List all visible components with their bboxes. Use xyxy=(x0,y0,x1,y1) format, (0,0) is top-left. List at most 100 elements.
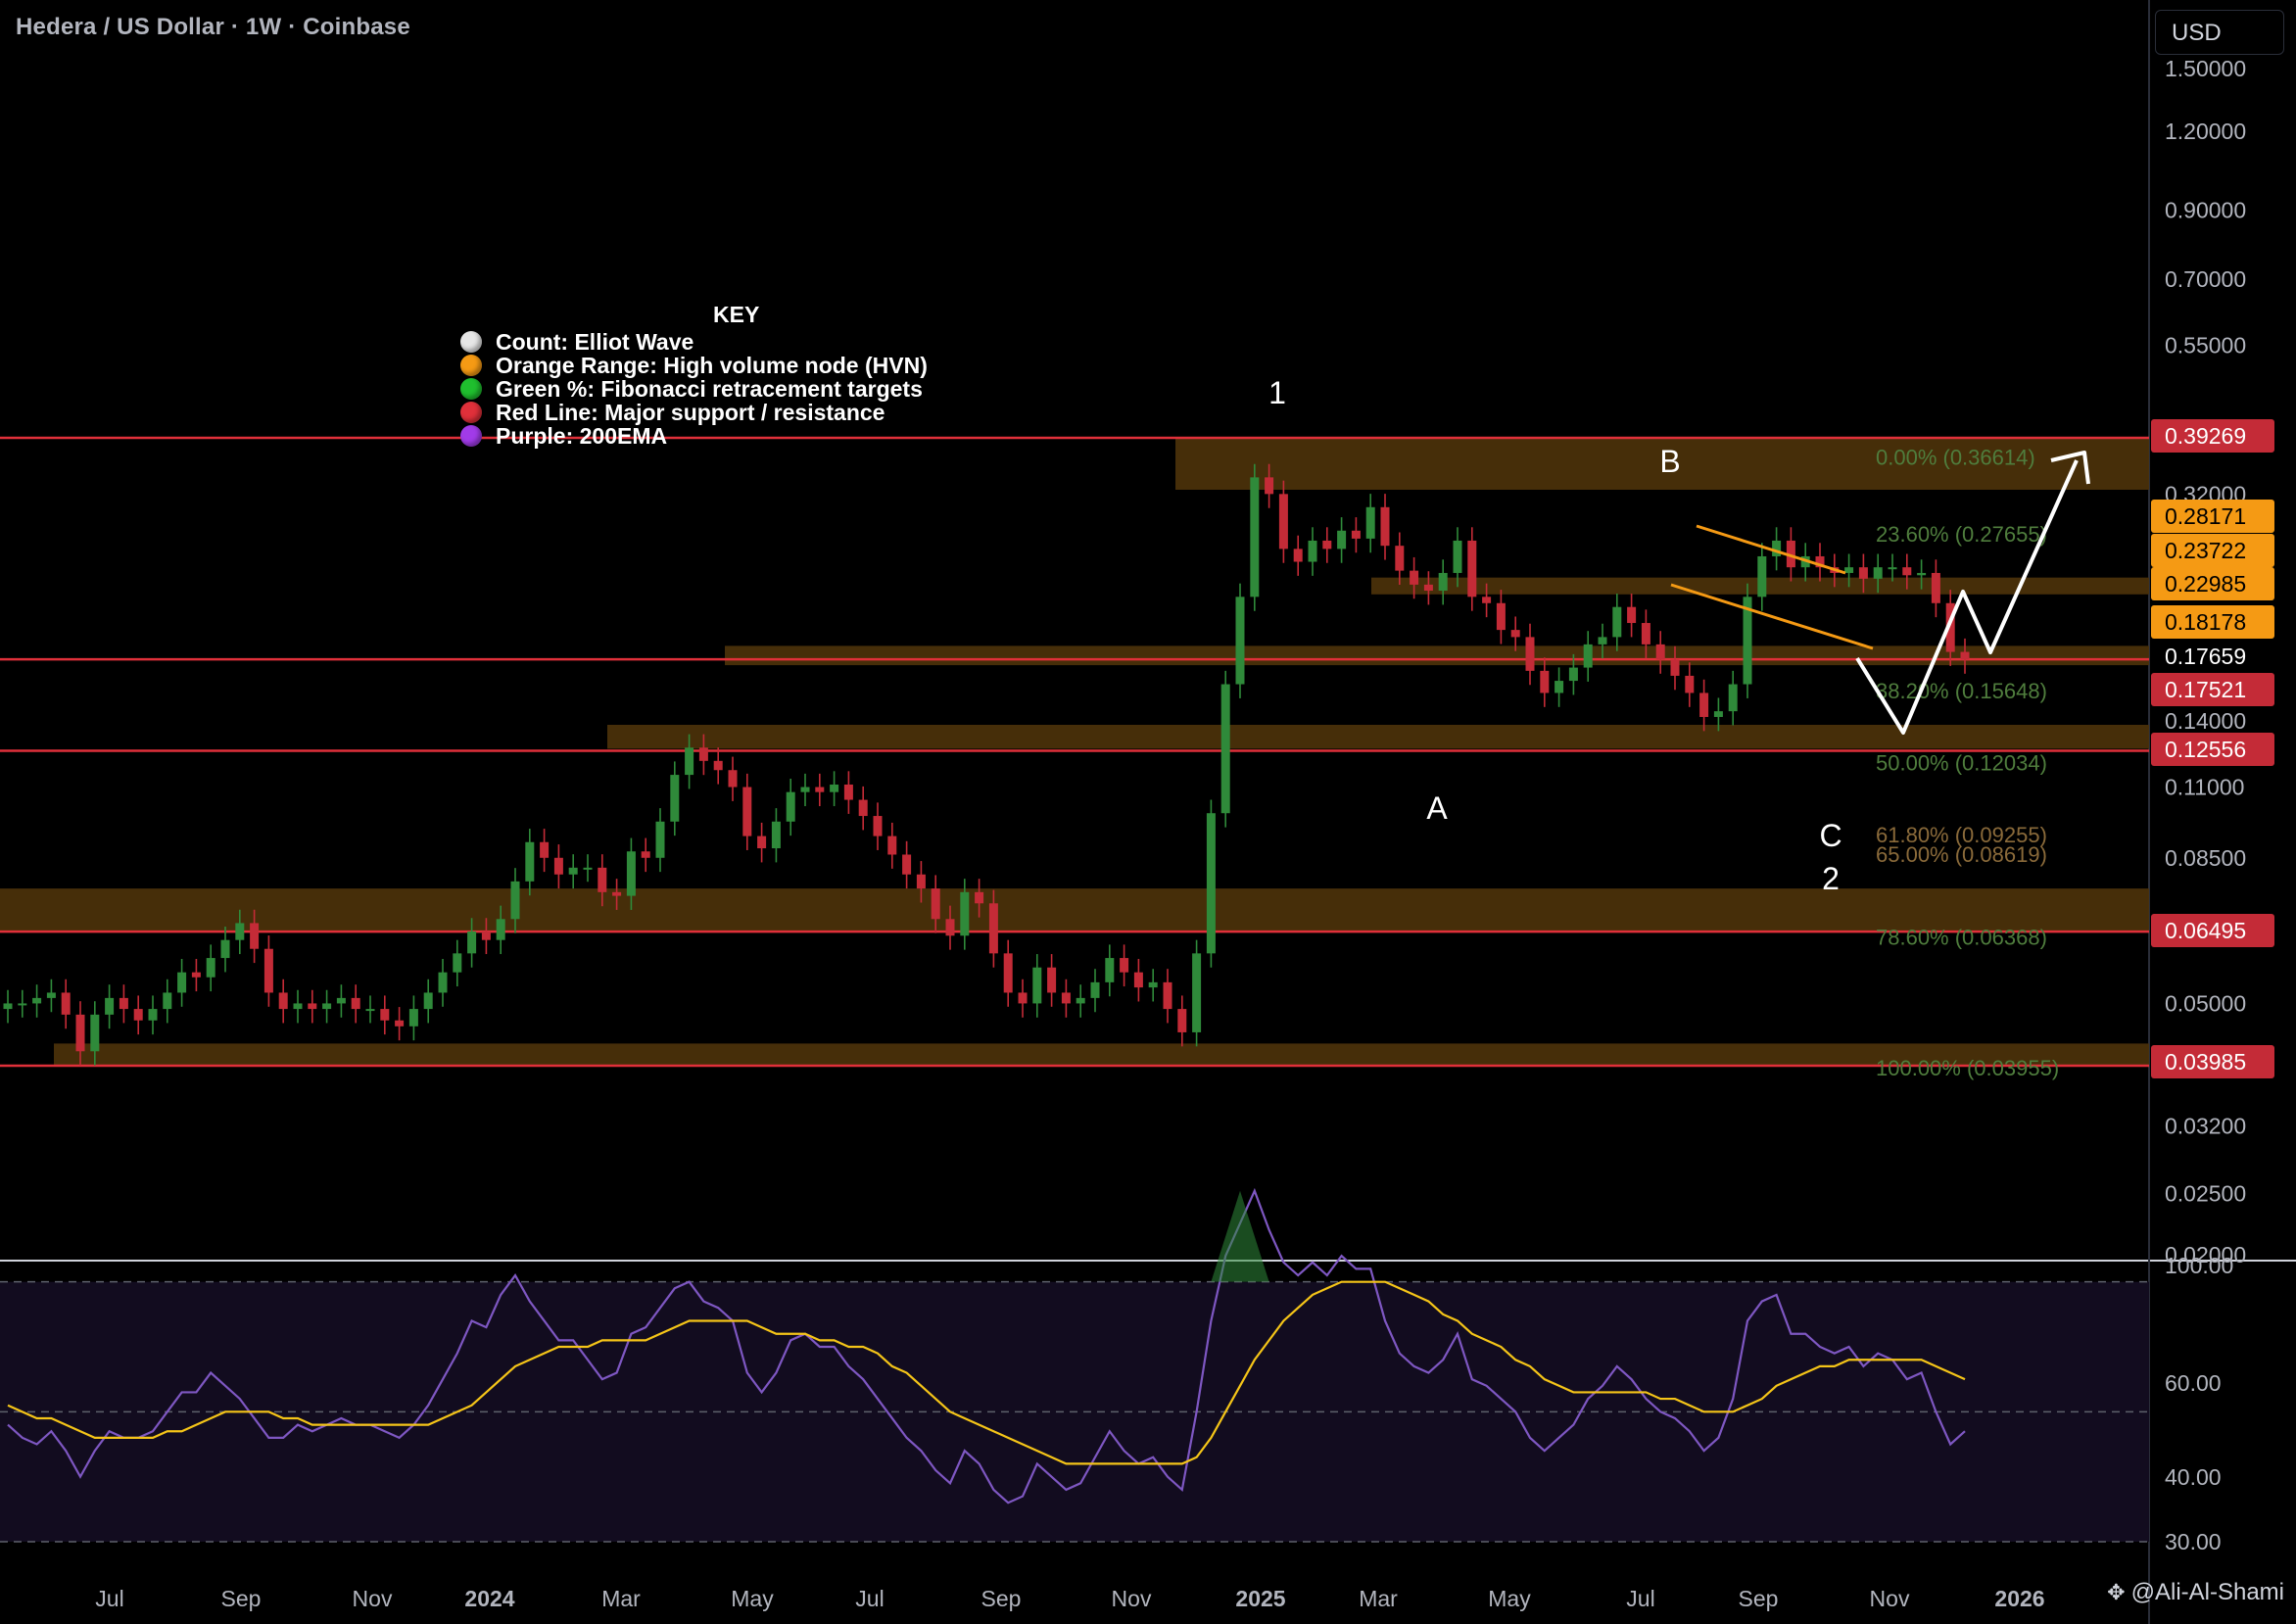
price-badge-label: 0.12556 xyxy=(2165,737,2246,762)
candle-body xyxy=(786,791,795,822)
candle-body xyxy=(177,972,187,993)
chart-key: KEY Count: Elliot Wave Orange Range: High… xyxy=(460,302,928,449)
candle-body xyxy=(496,919,505,940)
price-badge xyxy=(2151,640,2274,673)
time-axis-label: May xyxy=(731,1586,774,1611)
candle-body xyxy=(598,867,607,892)
candle-body xyxy=(308,1003,317,1010)
candle-body xyxy=(1423,584,1433,592)
candle-body xyxy=(408,1009,418,1027)
price-badge-label: 0.22985 xyxy=(2165,571,2246,597)
key-item: Count: Elliot Wave xyxy=(460,329,928,355)
candle-body xyxy=(1018,992,1028,1004)
candle-body xyxy=(815,787,825,792)
price-axis-label: 0.02000 xyxy=(2165,1242,2246,1267)
candle-body xyxy=(742,787,752,836)
time-axis-label: Nov xyxy=(1112,1586,1152,1611)
price-axis-label: 0.55000 xyxy=(2165,333,2246,358)
time-axis-label: Nov xyxy=(1870,1586,1910,1611)
candle-body xyxy=(626,851,636,896)
price-badge xyxy=(2151,419,2274,453)
candle-body xyxy=(1815,555,1825,568)
logo-icon: ✥ xyxy=(2107,1580,2126,1604)
candle-body xyxy=(1685,675,1695,693)
key-dot-icon xyxy=(460,425,482,447)
candle-body xyxy=(1858,567,1868,579)
candle-body xyxy=(322,1003,332,1010)
time-axis-label: 2026 xyxy=(1994,1586,2044,1611)
candle-body xyxy=(467,931,477,954)
price-badge xyxy=(2151,534,2274,567)
candle-body xyxy=(510,881,520,920)
time-axis-label: 2024 xyxy=(464,1586,514,1611)
author-watermark: ✥ @Ali-Al-Shami xyxy=(2107,1579,2284,1606)
candle-body xyxy=(336,997,346,1004)
candle-body xyxy=(1902,567,1912,576)
rsi-overbought-fill xyxy=(1211,1190,1269,1282)
price-badge xyxy=(2151,1045,2274,1078)
price-badge-label: 0.17521 xyxy=(2165,677,2246,702)
time-axis-label: Sep xyxy=(221,1586,262,1611)
candle-body xyxy=(1728,684,1738,712)
key-dot-icon xyxy=(460,402,482,423)
candle-body xyxy=(1482,597,1492,603)
candle-body xyxy=(1061,992,1071,1004)
candle-body xyxy=(1148,981,1158,988)
candle-body xyxy=(670,775,680,822)
candle-body xyxy=(1380,506,1390,547)
time-axis-label: Sep xyxy=(981,1586,1022,1611)
candle-body xyxy=(293,1003,303,1010)
price-badge xyxy=(2151,673,2274,706)
candle-body xyxy=(612,891,622,896)
price-axis-label: 0.14000 xyxy=(2165,708,2246,734)
rsi-line xyxy=(7,1187,1966,1505)
time-axis-label: 2025 xyxy=(1235,1586,1285,1611)
time-axis-label: Jul xyxy=(1626,1586,1654,1611)
candle-body xyxy=(1076,997,1085,1004)
candle-body xyxy=(32,997,42,1004)
candle-body xyxy=(1322,540,1332,549)
candle-body xyxy=(1888,567,1897,570)
currency-selector[interactable]: USD xyxy=(2155,10,2284,55)
price-axis-label: 0.02500 xyxy=(2165,1181,2246,1207)
candle-body xyxy=(902,854,912,875)
wave-label: C xyxy=(1819,818,1842,853)
price-badge xyxy=(2151,500,2274,533)
candle-body xyxy=(1410,570,1419,585)
candle-body xyxy=(1786,540,1795,568)
time-axis-label: Mar xyxy=(1359,1586,1398,1611)
candle-body xyxy=(553,857,563,875)
candle-body xyxy=(916,874,926,889)
price-badge-label: 0.23722 xyxy=(2165,538,2246,563)
candle-body xyxy=(1177,1009,1187,1032)
candle-body xyxy=(1960,651,1970,660)
price-axis-label: 0.03200 xyxy=(2165,1113,2246,1138)
projection-path xyxy=(1855,459,2079,735)
price-badge-label: 0.06495 xyxy=(2165,918,2246,943)
key-dot-icon xyxy=(460,378,482,400)
fib-level-label: 78.60% (0.06368) xyxy=(1876,926,2047,950)
candle-body xyxy=(1844,567,1854,573)
candle-body xyxy=(1308,540,1317,562)
candle-body xyxy=(220,939,230,959)
candle-body xyxy=(438,972,448,993)
candle-body xyxy=(988,903,998,954)
price-axis-label: 1.20000 xyxy=(2165,119,2246,144)
key-item: Green %: Fibonacci retracement targets xyxy=(460,375,928,402)
key-item-label: Red Line: Major support / resistance xyxy=(496,399,885,425)
candle-body xyxy=(655,821,665,858)
candle-body xyxy=(1772,540,1782,556)
candle-body xyxy=(395,1020,405,1027)
candle-body xyxy=(1467,540,1477,597)
candle-body xyxy=(525,841,535,882)
key-item-label: Green %: Fibonacci retracement targets xyxy=(496,375,923,402)
price-badge-label: 0.17659 xyxy=(2165,644,2246,669)
fib-level-label: 100.00% (0.03955) xyxy=(1876,1056,2059,1080)
candle-body xyxy=(1293,549,1303,562)
hvn-zone xyxy=(54,1043,2149,1067)
price-badge-label: 0.39269 xyxy=(2165,423,2246,449)
hvn-zone xyxy=(0,888,2149,931)
candle-body xyxy=(1757,555,1767,597)
time-axis-label: Jul xyxy=(855,1586,884,1611)
